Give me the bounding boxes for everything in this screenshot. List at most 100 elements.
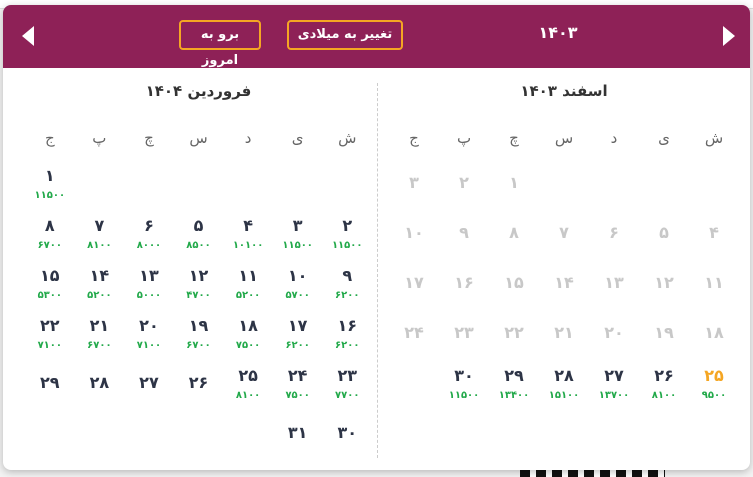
day-number: ۱۲: [188, 265, 209, 285]
day-number: ۸: [509, 223, 519, 242]
day-cell[interactable]: ۲۱ ۶۷۰۰: [75, 308, 125, 358]
day-cell[interactable]: ۳۰ ۱۱۵۰۰: [439, 358, 489, 408]
day-number: ۲۳: [454, 323, 474, 342]
day-cell[interactable]: ۱۵ ۵۳۰۰: [25, 258, 75, 308]
background-qr-code: [520, 466, 665, 477]
day-price: ۵۰۰۰: [136, 289, 162, 301]
day-price: ۵۳۰۰: [37, 289, 62, 301]
day-number: ۶: [144, 215, 154, 235]
day-number: ۱۱: [704, 273, 724, 292]
day-number: ۱۴: [554, 273, 574, 292]
day-cell[interactable]: ۲۵ ۹۵۰۰: [689, 358, 739, 408]
day-price: ۶۷۰۰: [87, 339, 112, 351]
day-cell: ۸: [489, 208, 539, 258]
weekday-header: س: [189, 129, 208, 147]
empty-cell: [174, 158, 224, 208]
day-number: ۲۱: [89, 315, 110, 335]
day-cell[interactable]: ۴ ۱۰۱۰۰: [223, 208, 273, 258]
day-number: ۳: [409, 173, 419, 192]
day-cell[interactable]: ۲۳ ۷۷۰۰: [322, 358, 372, 408]
day-price: ۶۷۰۰: [37, 239, 62, 251]
day-cell[interactable]: ۱۰ ۵۷۰۰: [273, 258, 323, 308]
day-number: ۲۹: [40, 373, 60, 392]
day-price: ۱۳۴۰۰: [498, 389, 530, 401]
day-cell[interactable]: ۲۷ ۱۳۷۰۰: [589, 358, 639, 408]
day-cell: ۲۲: [489, 308, 539, 358]
empty-cell: [75, 158, 125, 208]
day-price: ۵۷۰۰: [285, 289, 310, 301]
day-cell[interactable]: ۳ ۱۱۵۰۰: [273, 208, 323, 258]
day-number: ۲۴: [287, 365, 308, 385]
triangle-left-icon[interactable]: [22, 26, 34, 46]
day-cell: ۶: [589, 208, 639, 258]
day-cell[interactable]: ۲۸ ۱۵۱۰۰: [539, 358, 589, 408]
weekday-header: چ: [144, 129, 154, 147]
day-cell[interactable]: ۱۴ ۵۲۰۰: [75, 258, 125, 308]
day-number: ۲۷: [604, 365, 624, 385]
day-cell[interactable]: ۶ ۸۰۰۰: [124, 208, 174, 258]
day-price: ۶۲۰۰: [335, 289, 360, 301]
day-number: ۲۱: [554, 323, 574, 342]
day-cell[interactable]: ۲۸: [75, 358, 125, 408]
weekday-header: ج: [44, 129, 55, 147]
month-grid: ش ی د س چ پ ج ۱ ۲ ۳ ۴ ۵ ۶ ۷ ۸ ۹ ۱۰ ۱۱ ۱۲ ۱۳ ۱۴ ۱۵ ۱۶ ۱۷ ۱۸ ۱۹ ۲۰ ۲۱…: [389, 118, 739, 408]
day-number: ۱۰: [287, 265, 308, 285]
day-price: ۱۱۵۰۰: [331, 239, 363, 251]
day-price: ۶۲۰۰: [285, 339, 310, 351]
day-cell: ۱۵: [489, 258, 539, 308]
day-cell: ۷: [539, 208, 589, 258]
day-number: ۱۷: [404, 273, 424, 292]
day-cell[interactable]: ۱ ۱۱۵۰۰: [25, 158, 75, 208]
day-cell[interactable]: ۲۷: [124, 358, 174, 408]
day-cell[interactable]: ۱۱ ۵۲۰۰: [223, 258, 273, 308]
day-cell[interactable]: ۲۶: [174, 358, 224, 408]
day-number: ۱: [44, 165, 55, 185]
go-today-button[interactable]: برو به امروز: [179, 20, 261, 68]
day-cell[interactable]: ۱۳ ۵۰۰۰: [124, 258, 174, 308]
day-cell[interactable]: ۲ ۱۱۵۰۰: [322, 208, 372, 258]
day-cell: ۲: [439, 158, 489, 208]
day-number: ۳۰: [337, 423, 357, 442]
day-price: ۴۷۰۰: [186, 289, 211, 301]
day-number: ۲۵: [238, 365, 258, 385]
day-number: ۲۲: [504, 323, 524, 342]
day-cell[interactable]: ۳۱: [273, 408, 323, 458]
day-cell[interactable]: ۲۹: [25, 358, 75, 408]
day-cell[interactable]: ۱۸ ۷۵۰۰: [223, 308, 273, 358]
weekday-header: ش: [704, 129, 724, 147]
day-number: ۶: [609, 223, 619, 242]
day-cell[interactable]: ۱۶ ۶۲۰۰: [322, 308, 372, 358]
day-cell: ۴: [689, 208, 739, 258]
weekday-header: چ: [509, 129, 519, 147]
triangle-right-icon[interactable]: [723, 26, 735, 46]
day-cell[interactable]: ۲۶ ۸۱۰۰: [639, 358, 689, 408]
to-gregorian-button[interactable]: تغییر به میلادی: [287, 20, 403, 50]
day-cell: ۱۴: [539, 258, 589, 308]
day-cell[interactable]: ۲۹ ۱۳۴۰۰: [489, 358, 539, 408]
month-divider: [377, 83, 378, 458]
day-cell[interactable]: ۱۲ ۴۷۰۰: [174, 258, 224, 308]
empty-cell: [223, 158, 273, 208]
day-price: ۷۱۰۰: [136, 339, 162, 351]
day-cell[interactable]: ۸ ۶۷۰۰: [25, 208, 75, 258]
day-number: ۱: [509, 173, 519, 192]
day-number: ۱۴: [89, 265, 110, 285]
day-cell[interactable]: ۲۲ ۷۱۰۰: [25, 308, 75, 358]
day-price: ۷۱۰۰: [37, 339, 62, 351]
empty-cell: [539, 158, 589, 208]
weekday-header: ی: [291, 129, 304, 147]
day-cell[interactable]: ۱۷ ۶۲۰۰: [273, 308, 323, 358]
day-cell[interactable]: ۳۰: [322, 408, 372, 458]
weekday-header: ج: [409, 129, 419, 147]
day-number: ۱۳: [604, 273, 624, 292]
day-cell[interactable]: ۲۰ ۷۱۰۰: [124, 308, 174, 358]
day-cell[interactable]: ۲۵ ۸۱۰۰: [223, 358, 273, 408]
day-cell[interactable]: ۱۹ ۶۷۰۰: [174, 308, 224, 358]
day-cell[interactable]: ۹ ۶۲۰۰: [322, 258, 372, 308]
day-cell[interactable]: ۵ ۸۵۰۰: [174, 208, 224, 258]
day-cell[interactable]: ۷ ۸۱۰۰: [75, 208, 125, 258]
empty-cell: [689, 158, 739, 208]
day-cell[interactable]: ۲۴ ۷۵۰۰: [273, 358, 323, 408]
day-cell: ۱۷: [389, 258, 439, 308]
day-number: ۸: [44, 215, 55, 235]
